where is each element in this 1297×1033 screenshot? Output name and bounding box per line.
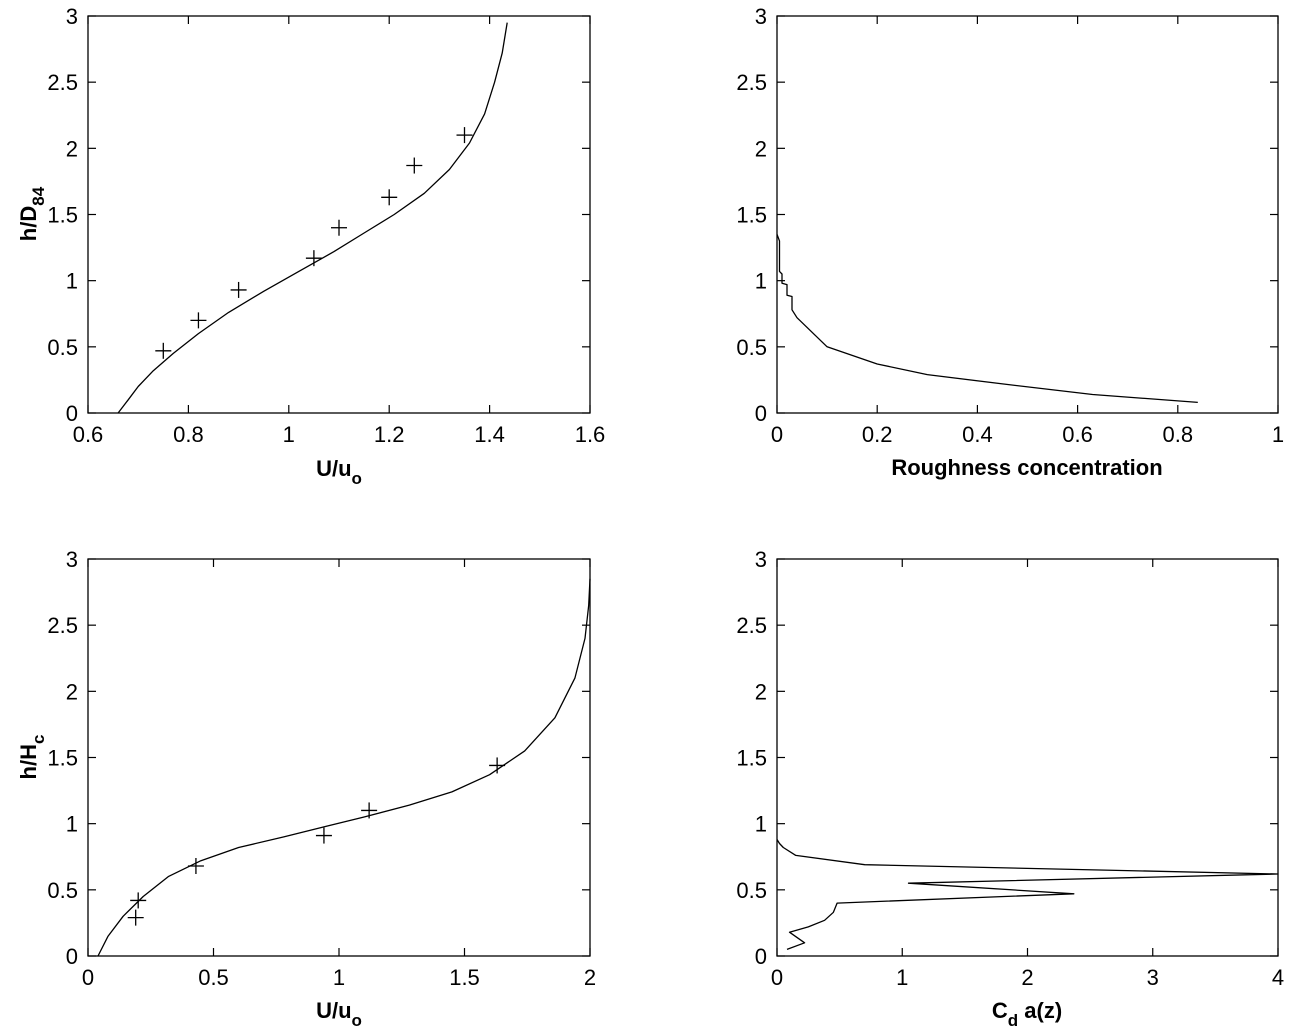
data-point-marker — [305, 250, 322, 267]
series-group — [776, 839, 1279, 951]
data-point-marker — [130, 892, 147, 909]
data-point-marker — [315, 827, 332, 844]
y-tick-label: 0 — [755, 401, 767, 426]
y-tick-label: 2 — [755, 136, 767, 161]
data-point-marker — [456, 127, 473, 144]
y-tick-label: 0 — [66, 944, 78, 969]
x-ticks: 0.6 0.8 1 1.2 1.4 1.6 — [73, 16, 606, 447]
y-tick-label: 1 — [66, 812, 78, 837]
y-tick-label: 1 — [66, 269, 78, 294]
panel-b: 0 0.2 0.4 0.6 0.8 1 0 0.5 1 1.5 2 2.5 3 Roughness c… — [736, 4, 1284, 480]
x-tick-label: 1 — [333, 965, 345, 990]
y-tick-label: 3 — [755, 547, 767, 572]
x-tick-label: 0 — [771, 422, 783, 447]
y-ticks: 0 0.5 1 1.5 2 2.5 3 — [736, 547, 1278, 969]
x-tick-label: 1.4 — [474, 422, 505, 447]
x-ticks: 0 1 2 3 4 — [771, 559, 1284, 990]
y-axis-label: h/Hc — [16, 735, 48, 780]
axes-box — [776, 558, 1279, 957]
y-tick-label: 2.5 — [47, 613, 78, 638]
data-point-marker — [331, 219, 347, 236]
y-tick-label: 0.5 — [736, 335, 767, 360]
data-point-marker — [155, 342, 172, 359]
x-tick-label: 1.5 — [449, 965, 480, 990]
data-point-marker — [127, 909, 144, 926]
x-tick-label: 1 — [896, 965, 908, 990]
data-point-marker — [406, 157, 423, 174]
y-tick-label: 3 — [66, 547, 78, 572]
y-ticks: 0 0.5 1 1.5 2 2.5 3 — [736, 4, 1278, 426]
x-axis-label: U/uo — [316, 998, 362, 1030]
x-tick-label: 2 — [1021, 965, 1033, 990]
y-tick-label: 2 — [66, 679, 78, 704]
y-tick-label: 0.5 — [736, 878, 767, 903]
series-line — [97, 578, 591, 957]
series-line — [117, 22, 508, 414]
x-tick-label: 0 — [82, 965, 94, 990]
axes-box — [87, 15, 591, 414]
x-axis-label: Cd a(z) — [992, 998, 1062, 1030]
y-axis-label: h/D84 — [16, 186, 48, 241]
panel-d: 0 1 2 3 4 0 0.5 1 1.5 2 2.5 3 Cd a(z) — [736, 547, 1284, 1030]
y-tick-label: 1 — [755, 812, 767, 837]
x-tick-label: 0.5 — [198, 965, 229, 990]
x-tick-label: 0.4 — [962, 422, 993, 447]
x-tick-label: 2 — [584, 965, 596, 990]
y-tick-label: 0 — [755, 944, 767, 969]
y-tick-label: 1.5 — [47, 746, 78, 771]
x-tick-label: 0.6 — [1062, 422, 1093, 447]
data-point-marker — [187, 858, 204, 875]
y-tick-label: 2 — [755, 679, 767, 704]
x-tick-label: 0.8 — [1163, 422, 1194, 447]
panel-a: 0.6 0.8 1 1.2 1.4 1.6 0 0.5 1 1.5 2 2.5 3 U/uo h/D8… — [16, 4, 605, 488]
y-tick-label: 3 — [755, 4, 767, 29]
series-group — [117, 22, 508, 414]
panel-c: 0 0.5 1 1.5 2 0 0.5 1 1.5 2 2.5 3 U/uo h/Hc — [16, 547, 596, 1030]
x-axis-label: Roughness concentration — [891, 455, 1162, 480]
x-tick-label: 0.2 — [862, 422, 893, 447]
data-point-marker — [190, 312, 207, 329]
x-tick-label: 0.8 — [173, 422, 204, 447]
x-tick-label: 0 — [771, 965, 783, 990]
data-point-marker — [230, 281, 247, 298]
x-tick-label: 4 — [1272, 965, 1284, 990]
y-tick-label: 1.5 — [736, 203, 767, 228]
y-tick-label: 0 — [66, 401, 78, 426]
data-point-marker — [361, 802, 378, 819]
y-tick-label: 2.5 — [736, 70, 767, 95]
x-tick-label: 1 — [283, 422, 295, 447]
y-tick-label: 3 — [66, 4, 78, 29]
y-tick-label: 1 — [755, 269, 767, 294]
y-tick-label: 0.5 — [47, 878, 78, 903]
x-tick-label: 0.6 — [73, 422, 104, 447]
x-axis-label: U/uo — [316, 456, 362, 488]
y-tick-label: 2 — [66, 136, 78, 161]
x-tick-label: 1 — [1272, 422, 1284, 447]
data-point-marker — [381, 189, 398, 206]
y-tick-label: 1.5 — [736, 746, 767, 771]
x-ticks: 0 0.5 1 1.5 2 — [82, 559, 596, 990]
series-line — [776, 839, 1279, 951]
y-tick-label: 0.5 — [47, 335, 78, 360]
x-tick-label: 3 — [1147, 965, 1159, 990]
series-group — [776, 234, 1198, 404]
y-ticks: 0 0.5 1 1.5 2 2.5 3 — [47, 547, 590, 969]
x-tick-label: 1.2 — [374, 422, 405, 447]
x-ticks: 0 0.2 0.4 0.6 0.8 1 — [771, 16, 1284, 447]
x-tick-label: 1.6 — [575, 422, 606, 447]
data-point-marker — [489, 757, 506, 774]
axes-box — [776, 15, 1279, 414]
series-line — [776, 234, 1198, 404]
series-group — [97, 578, 591, 957]
y-ticks: 0 0.5 1 1.5 2 2.5 3 — [47, 4, 590, 426]
y-tick-label: 1.5 — [47, 203, 78, 228]
y-tick-label: 2.5 — [736, 613, 767, 638]
y-tick-label: 2.5 — [47, 70, 78, 95]
